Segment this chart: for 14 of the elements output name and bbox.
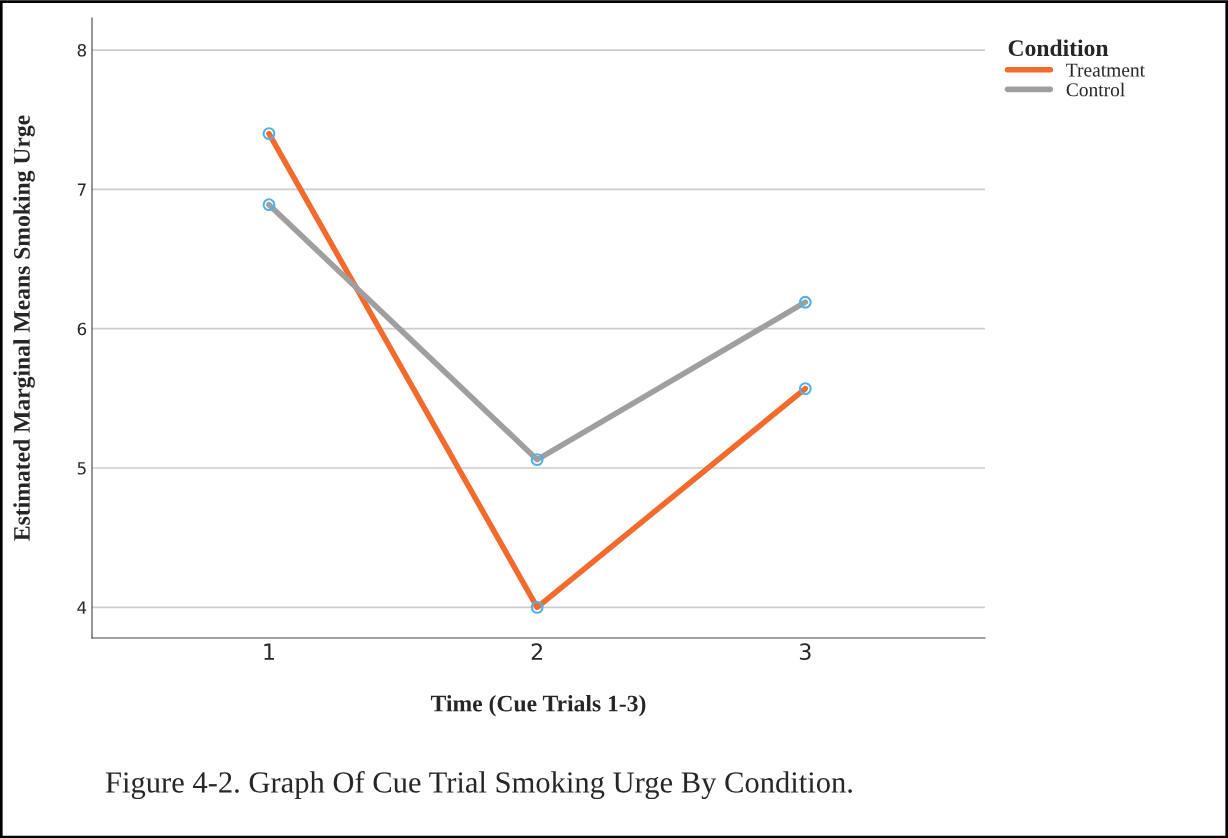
x-axis-title: Time (Cue Trials 1-3) bbox=[430, 694, 646, 717]
legend-label: Treatment bbox=[1066, 63, 1145, 77]
caption: Figure 4-2. Graph Of Cue Trial Smoking Urge By Condition. bbox=[105, 770, 852, 800]
x-tick-label: 1 bbox=[264, 643, 275, 660]
legend-label: Control bbox=[1066, 82, 1125, 97]
y-tick-label: 8 bbox=[77, 44, 86, 57]
y-tick-label: 7 bbox=[77, 183, 86, 196]
x-tick-label: 3 bbox=[799, 643, 811, 661]
y-tick-label: 6 bbox=[77, 322, 87, 336]
y-tick-label: 4 bbox=[77, 601, 87, 614]
x-tick-label: 2 bbox=[531, 643, 542, 660]
y-tick-label: 5 bbox=[77, 462, 86, 475]
legend-title: Condition bbox=[1008, 39, 1109, 57]
y-axis-title: Estimated Marginal Means Smoking Urge bbox=[13, 115, 35, 541]
